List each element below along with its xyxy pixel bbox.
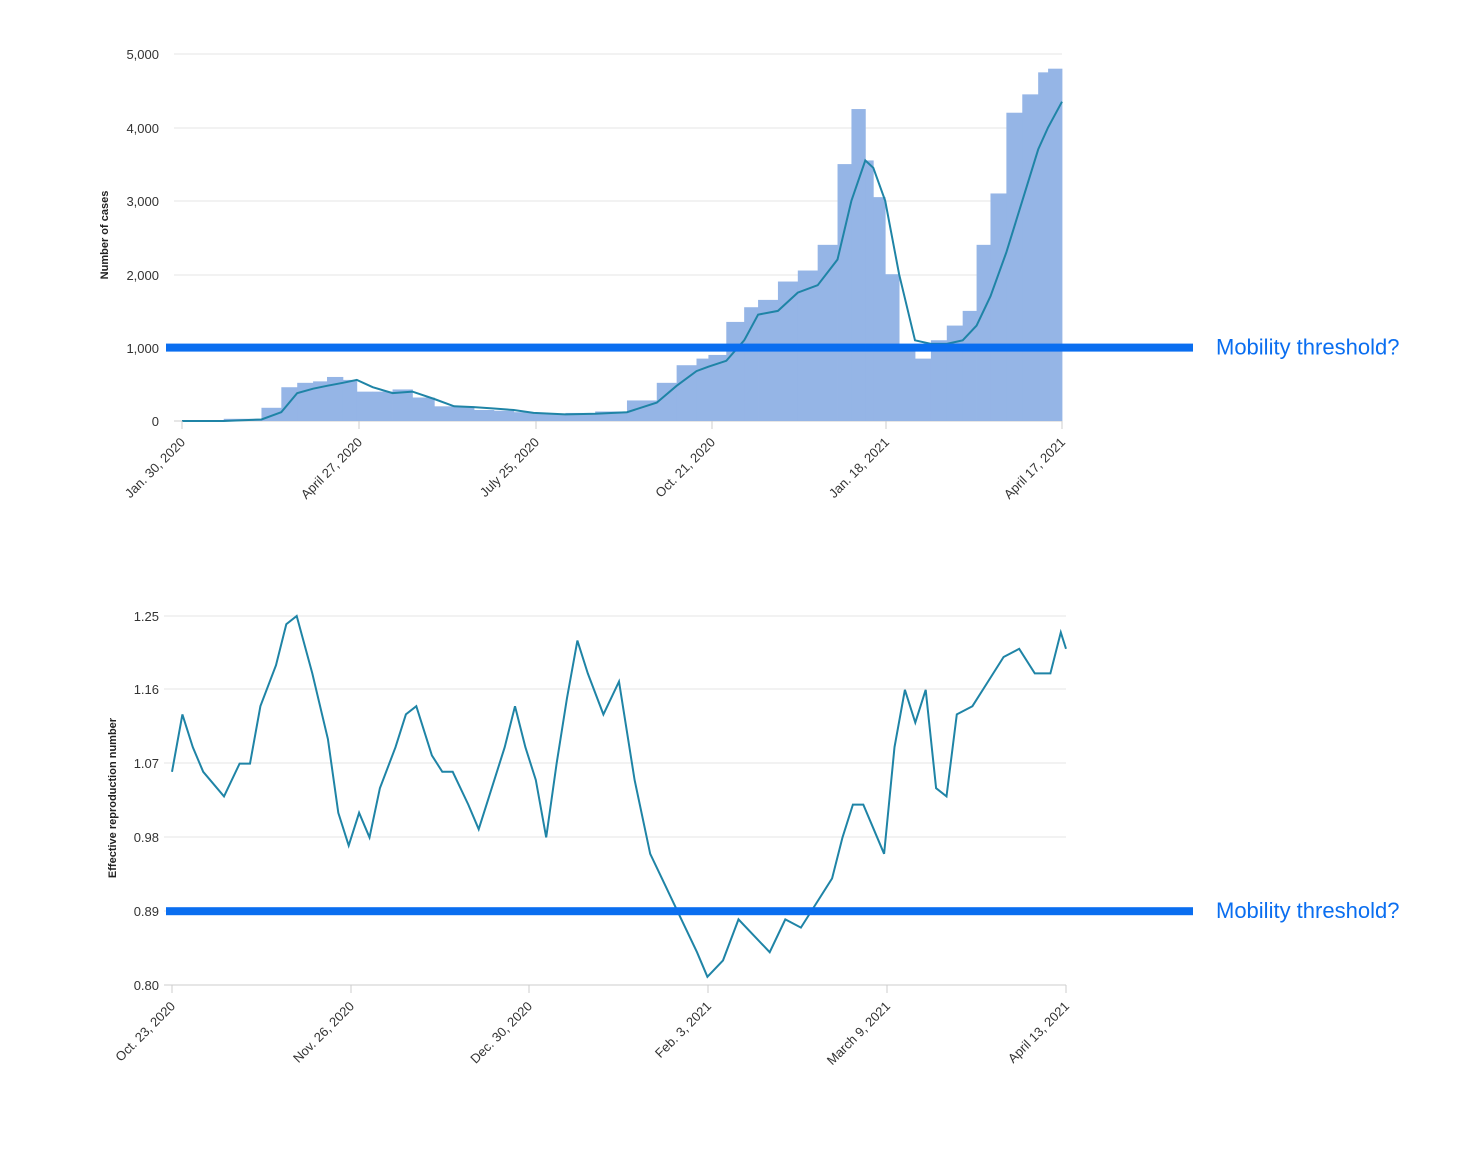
c1-y-tick-label: 4,000 — [126, 121, 159, 136]
c1-y-tick-label: 1,000 — [126, 341, 159, 356]
c1-bar — [817, 244, 838, 421]
c1-bar — [281, 387, 298, 421]
c1-y-tick-label: 5,000 — [126, 47, 159, 62]
reproduction-chart: 0.80 0.89 0.98 1.07 1.16 1.25 Oct. 23, 2020 No… — [107, 609, 1399, 1068]
c1-bar — [356, 391, 374, 421]
c1-x-tick-label: Oct. 21, 2020 — [652, 435, 718, 501]
c1-bar — [865, 160, 874, 421]
cases-chart: 0 1,000 2,000 3,000 4,000 5,000 Jan. 30, 2020… — [99, 47, 1399, 502]
c1-bar — [744, 307, 759, 421]
c1-bar — [1022, 94, 1039, 422]
c1-bar — [565, 412, 596, 421]
cases-threshold-line — [166, 343, 1193, 352]
c1-bar — [513, 412, 535, 421]
c1-x-tick-label: July 25, 2020 — [477, 435, 542, 500]
c1-bar — [915, 358, 932, 421]
c1-bar — [372, 391, 393, 421]
c2-x-tick-label: Nov. 26, 2020 — [290, 999, 357, 1066]
c1-x-tick-label: Jan. 18, 2021 — [826, 435, 892, 501]
c2-x-tick-label: Oct. 23, 2020 — [112, 999, 178, 1065]
c2-x-tick-label: Dec. 30, 2020 — [467, 999, 535, 1067]
c1-x-tick-label: April 27, 2020 — [298, 435, 365, 502]
c1-bar — [656, 382, 678, 421]
c1-bar — [676, 365, 697, 421]
c1-bar — [976, 244, 991, 421]
c1-bar — [533, 413, 566, 421]
c2-y-tick-label: 0.89 — [134, 904, 159, 919]
c1-bar — [454, 406, 475, 421]
reproduction-number-line — [171, 614, 1067, 979]
c1-bar — [1048, 68, 1063, 422]
c2-x-tick-label: April 13, 2021 — [1005, 999, 1072, 1066]
cases-y-axis-label: Number of cases — [99, 191, 111, 280]
c2-y-tick-label: 0.80 — [134, 978, 159, 993]
c1-bar — [327, 376, 344, 421]
c1-bar — [837, 164, 852, 421]
c1-bar — [392, 389, 413, 421]
reproduction-threshold-line — [166, 907, 1193, 916]
c1-bar — [1006, 112, 1023, 421]
c2-y-tick-label: 1.07 — [134, 756, 159, 771]
cases-moving-average-line — [182, 101, 1063, 422]
c1-bar — [873, 197, 886, 421]
c1-bar — [899, 343, 916, 421]
c1-bar — [851, 109, 866, 422]
c1-bar — [313, 381, 328, 421]
c2-x-tick-label: March 9, 2021 — [824, 999, 893, 1068]
c1-bar — [595, 411, 628, 421]
c1-bar — [412, 397, 435, 421]
c1-y-tick-label: 0 — [152, 414, 159, 429]
c1-bar — [434, 406, 455, 421]
c2-x-tick-label: Feb. 3, 2021 — [652, 999, 714, 1061]
c1-bar — [708, 354, 727, 421]
c1-bar — [696, 358, 709, 421]
c1-bar — [342, 379, 358, 421]
c1-bar — [1038, 72, 1049, 421]
reproduction-threshold-label: Mobility threshold? — [1216, 898, 1399, 923]
c1-bar — [726, 321, 745, 421]
c1-x-tick-label: Jan. 30, 2020 — [122, 435, 188, 501]
cases-threshold-label: Mobility threshold? — [1216, 335, 1399, 360]
c1-bar — [962, 310, 977, 421]
c2-y-tick-label: 0.98 — [134, 830, 159, 845]
c2-y-tick-label: 1.16 — [134, 682, 159, 697]
c1-y-tick-label: 3,000 — [126, 194, 159, 209]
c2-y-tick-label: 1.25 — [134, 609, 159, 624]
c1-x-tick-label: April 17, 2021 — [1001, 435, 1068, 502]
c1-bar — [930, 340, 948, 421]
c1-bar — [758, 299, 779, 421]
c1-bar — [474, 409, 495, 421]
c1-bar — [990, 193, 1007, 421]
c1-bar — [493, 410, 515, 421]
c1-y-tick-label: 2,000 — [126, 268, 159, 283]
reproduction-y-axis-label: Effective reproduction number — [107, 717, 119, 878]
